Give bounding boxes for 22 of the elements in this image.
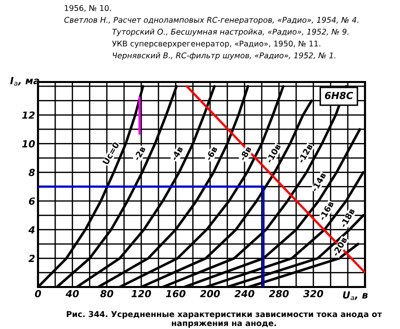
x-tick-label: 40	[66, 290, 79, 298]
x-tick-label: 200	[200, 290, 220, 298]
x-tick-label: 80	[100, 290, 114, 298]
annotation: 6Н8С	[324, 92, 354, 100]
y-tick-label: 6	[28, 197, 35, 205]
x-axis-title: U$_{а}$, в	[343, 291, 368, 300]
x-tick-label: 0	[34, 290, 42, 298]
text: -8в	[239, 146, 252, 161]
y-tick-label: 12	[22, 111, 35, 119]
x-tick-label: 120	[132, 290, 152, 298]
text: -4в	[171, 146, 184, 161]
x-tick-label: 280	[268, 290, 289, 298]
x-tick-label: 240	[234, 290, 254, 298]
y-tick-label: 2	[28, 254, 35, 262]
text: -2в	[133, 146, 146, 161]
y-tick-label: 8	[28, 168, 35, 176]
y-tick-label: 4	[28, 226, 35, 234]
text: Рис. 344. Усредненные характеристики зависимости тока анода от напряжения на аноде.	[66, 311, 382, 328]
y-tick-label: 10	[22, 140, 35, 148]
text: -6в	[205, 146, 218, 161]
x-tick-label: 160	[166, 290, 186, 298]
x-tick-label: 320	[303, 290, 324, 298]
